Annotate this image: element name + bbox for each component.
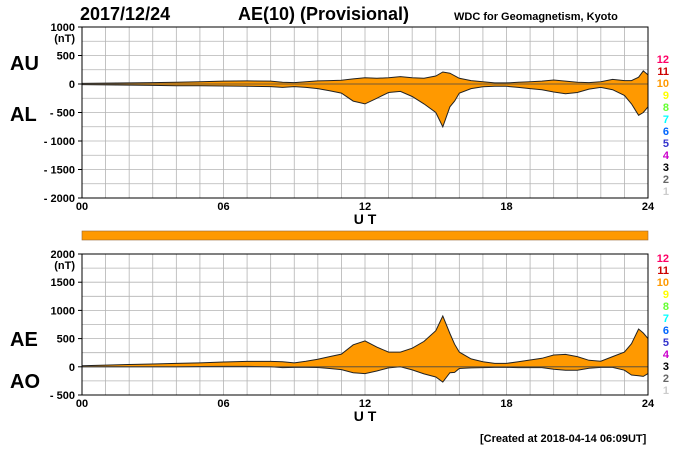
au-al-grid: [82, 27, 648, 198]
y-tick-label: 0: [69, 362, 75, 374]
y-tick-label: 500: [57, 334, 75, 346]
au-al-y-unit: (nT): [54, 33, 75, 45]
y-tick-label: - 1500: [44, 165, 75, 177]
hour-legend-label: 10: [657, 277, 669, 289]
au-al-x-label: U T: [354, 211, 377, 227]
y-tick-label: 500: [57, 51, 75, 63]
x-tick-label: 06: [217, 398, 229, 410]
x-tick-label: 18: [500, 201, 512, 213]
hour-legend-label: 12: [657, 253, 669, 265]
x-tick-label: 24: [642, 398, 655, 410]
created-timestamp: [Created at 2018-04-14 06:09UT]: [480, 433, 647, 445]
hour-legend-label: 9: [663, 90, 669, 102]
ae-ao-y-ticks: 2000 1500 1000 500 0 - 500: [50, 249, 82, 402]
hour-legend-label: 4: [663, 150, 670, 162]
ae-ao-x-ticks: 00 06 12 18 24: [76, 398, 655, 410]
chart-title: AE(10) (Provisional): [238, 4, 410, 24]
ae-ao-area: [82, 316, 648, 382]
hour-legend-label: 3: [663, 361, 669, 373]
au-al-y-ticks: 1000 500 0 - 500 - 1000 - 1500 - 2000: [44, 22, 82, 205]
y-tick-label: - 500: [50, 390, 75, 402]
y-tick-label: - 500: [50, 108, 75, 120]
hour-legend-label: 3: [663, 162, 669, 174]
hour-legend-label: 6: [663, 126, 669, 138]
ae-line: [81, 314, 649, 367]
hour-legend-label: 11: [657, 265, 669, 277]
hour-legend-label: 2: [663, 373, 669, 385]
hour-legend-label: 5: [663, 337, 669, 349]
hour-legend-label: 1: [663, 186, 669, 198]
hour-legend-label: 6: [663, 325, 669, 337]
y-tick-label: 1000: [51, 305, 75, 317]
hour-legend-label: 8: [663, 301, 669, 313]
hour-legend-label: 5: [663, 138, 669, 150]
hour-legend-label: 12: [657, 54, 669, 66]
x-tick-label: 06: [217, 201, 229, 213]
hour-legend-label: 11: [657, 66, 669, 78]
ae-ao-y-unit: (nT): [54, 260, 75, 272]
ae-ao-x-label: U T: [354, 408, 377, 424]
hour-legend-label: 7: [663, 313, 669, 325]
credit-label: WDC for Geomagnetism, Kyoto: [454, 11, 618, 23]
x-tick-label: 00: [76, 398, 88, 410]
y-tick-label: 2000: [51, 249, 75, 261]
ae-side-label: AE: [10, 329, 38, 351]
x-tick-label: 12: [359, 398, 371, 410]
data-coverage-bar: [81, 230, 649, 241]
au-al-area: [82, 70, 648, 127]
hour-legend-label: 8: [663, 102, 669, 114]
al-side-label: AL: [10, 104, 37, 126]
y-tick-label: 0: [69, 79, 75, 91]
hour-legend-label: 10: [657, 78, 669, 90]
ae-ao-frame: [81, 253, 649, 396]
hour-legend-label: 7: [663, 114, 669, 126]
y-tick-label: - 2000: [44, 193, 75, 205]
au-side-label: AU: [10, 53, 39, 75]
au-line: [81, 70, 649, 84]
x-tick-label: 00: [76, 201, 88, 213]
hour-legend-label: 1: [663, 385, 669, 397]
y-tick-label: 1000: [51, 22, 75, 34]
al-line: [81, 84, 649, 129]
y-tick-label: 1500: [51, 277, 75, 289]
x-tick-label: 18: [500, 398, 512, 410]
x-tick-label: 24: [642, 201, 655, 213]
date-label: 2017/12/24: [80, 4, 171, 24]
hour-legend-label: 2: [663, 174, 669, 186]
hour-legend-label: 9: [663, 289, 669, 301]
ao-side-label: AO: [10, 371, 40, 393]
au-al-x-ticks: 00 06 12 18 24: [76, 201, 655, 213]
y-tick-label: - 1000: [44, 136, 75, 148]
x-tick-label: 12: [359, 201, 371, 213]
hour-legend-label: 4: [663, 349, 670, 361]
